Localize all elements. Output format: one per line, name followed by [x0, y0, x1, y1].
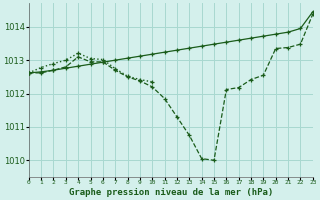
- X-axis label: Graphe pression niveau de la mer (hPa): Graphe pression niveau de la mer (hPa): [69, 188, 273, 197]
